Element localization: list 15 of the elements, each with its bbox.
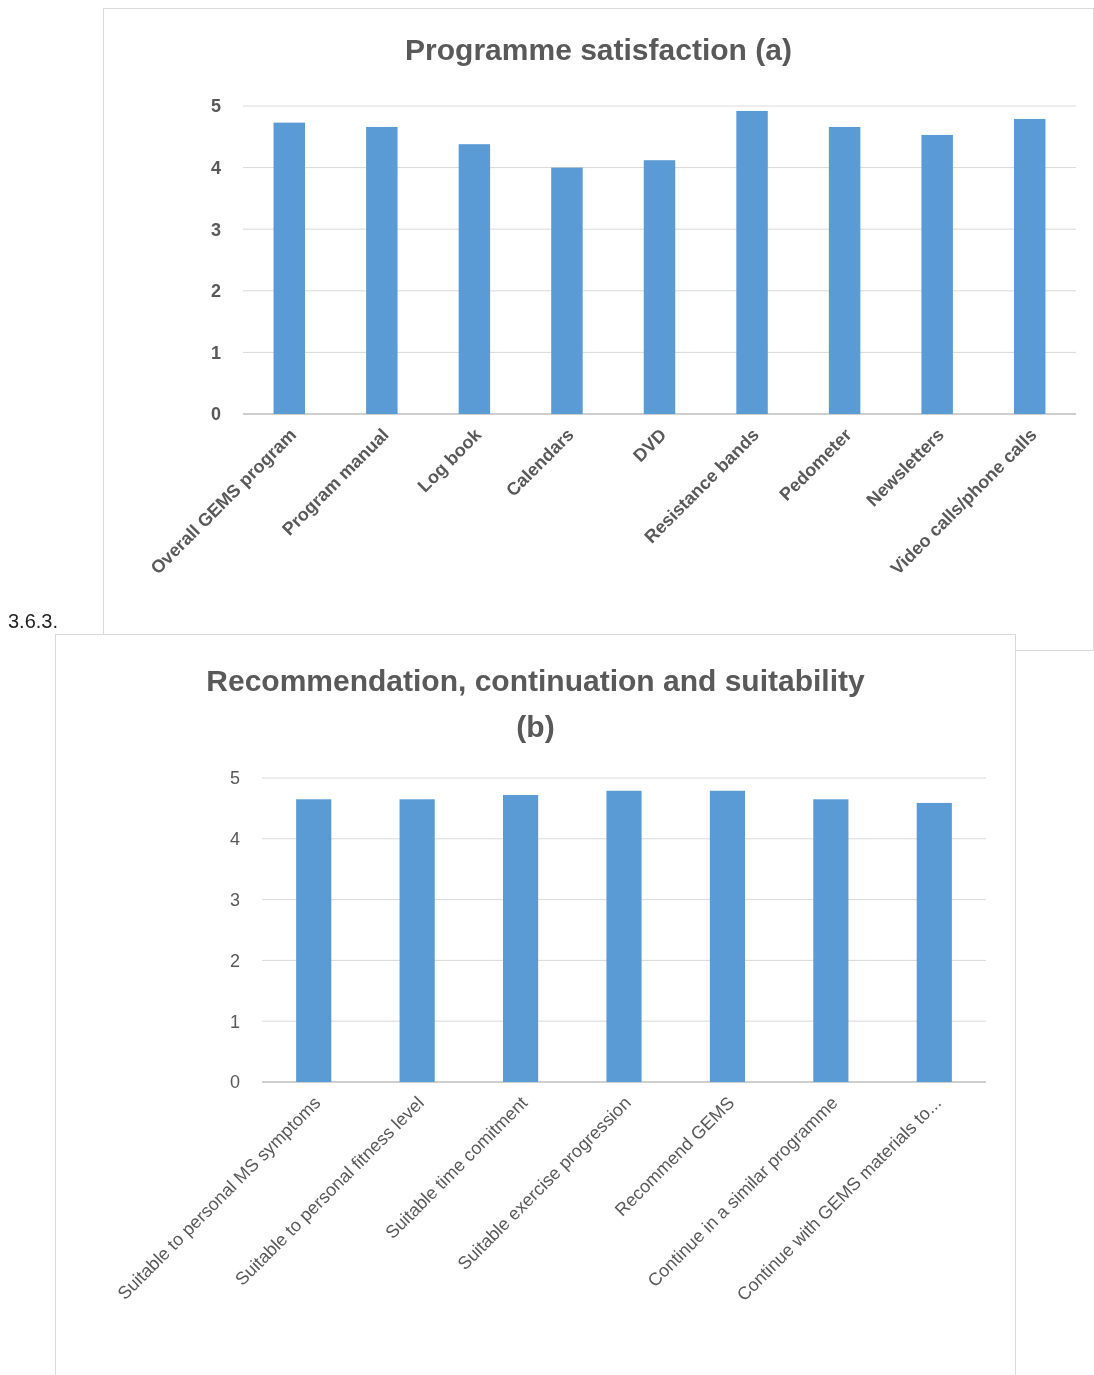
y-tick-label: 2: [210, 281, 221, 302]
y-tick-label: 5: [210, 96, 221, 117]
text: 3.6.3.: [8, 610, 59, 632]
y-tick-label: 2: [229, 950, 240, 971]
y-tick-label: 3: [229, 889, 240, 910]
chart-title: Recommendation, continuation and suitability (b): [206, 664, 865, 743]
y-tick-label: 1: [210, 342, 221, 363]
y-tick-label: 1: [229, 1011, 240, 1032]
y-tick-label: 4: [210, 157, 221, 178]
chart-title: Programme satisfaction (a): [405, 33, 792, 66]
y-tick-label: 5: [229, 768, 240, 789]
y-tick-label: 0: [229, 1072, 240, 1093]
y-tick-label: 0: [210, 404, 221, 425]
y-tick-label: 4: [229, 829, 240, 850]
y-tick-label: 3: [210, 219, 221, 240]
